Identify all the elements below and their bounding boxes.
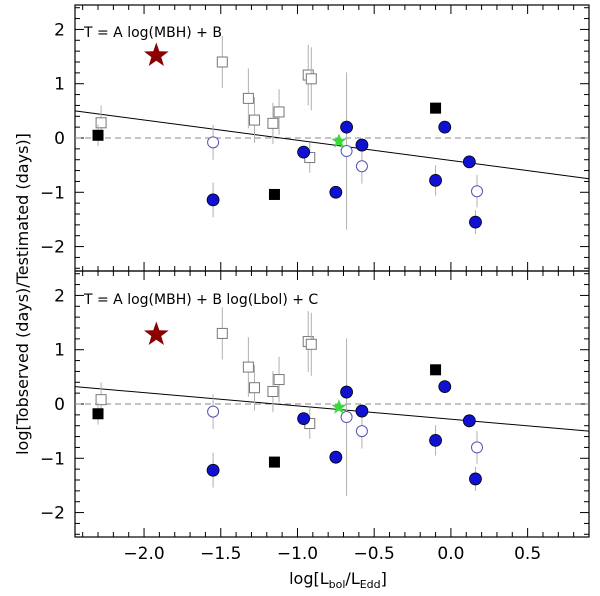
open-square-point bbox=[273, 106, 285, 118]
x-tick-label: −0.5 bbox=[354, 544, 395, 564]
y-tick-label: 1 bbox=[54, 75, 65, 95]
x-axis-label-mid: /L bbox=[345, 569, 359, 588]
x-tick-label: 0.0 bbox=[437, 544, 464, 564]
filled-circle-point bbox=[329, 185, 343, 199]
filled-circle-point bbox=[355, 404, 369, 418]
open-circle-point bbox=[207, 405, 220, 418]
open-circle-point bbox=[470, 441, 483, 454]
open-circle-point bbox=[355, 425, 368, 438]
bottom-panel: −2 −1 0 1 2 −2.0 −1.5 −1.0 −0.5 0.0 0.5 bbox=[40, 270, 590, 564]
filled-circle-point bbox=[297, 145, 311, 159]
filled-circle-point bbox=[340, 385, 353, 399]
x-tick-label: −1.5 bbox=[200, 544, 241, 564]
open-square-point bbox=[305, 338, 317, 350]
green-star-point bbox=[331, 133, 347, 148]
y-tick-label: −2 bbox=[40, 238, 65, 258]
open-circle-point bbox=[470, 185, 483, 198]
x-axis-label-suffix: ] bbox=[381, 569, 387, 588]
x-tick-label: −2.0 bbox=[123, 544, 164, 564]
x-tick-label: 0.5 bbox=[514, 544, 541, 564]
filled-circle-point bbox=[438, 380, 452, 394]
x-tick-label: −1.0 bbox=[277, 544, 318, 564]
y-tick-label: 1 bbox=[54, 341, 65, 361]
y-tick-label: −1 bbox=[40, 183, 65, 203]
y-tick-label: 0 bbox=[54, 129, 65, 149]
y-tick-label: −2 bbox=[40, 504, 65, 524]
open-square-point bbox=[242, 361, 254, 373]
green-star-point bbox=[331, 399, 347, 414]
filled-square-point bbox=[92, 408, 104, 420]
filled-square-point bbox=[430, 102, 442, 114]
y-axis-label: log[Tobserved (days)/Testimated (days)] bbox=[13, 133, 32, 455]
fit-line bbox=[74, 110, 590, 180]
x-axis-label-prefix: log[L bbox=[289, 569, 329, 588]
filled-circle-point bbox=[462, 414, 476, 428]
top-panel: −2 −1 0 1 2 bbox=[40, 4, 590, 272]
y-tick-label: 2 bbox=[54, 20, 65, 40]
fit-line bbox=[74, 386, 590, 432]
bottom-panel-title: T = A log(MBH) + B log(Lbol) + C bbox=[83, 292, 318, 308]
filled-circle-point bbox=[206, 193, 220, 207]
x-axis-label-sub2: Edd bbox=[360, 578, 381, 591]
filled-circle-point bbox=[438, 120, 452, 134]
open-square-point bbox=[305, 73, 317, 85]
filled-square-point bbox=[430, 364, 442, 376]
open-square-point bbox=[242, 92, 254, 104]
filled-square-point bbox=[268, 456, 280, 468]
top-panel-title: T = A log(MBH) + B bbox=[83, 25, 222, 41]
y-tick-label: −1 bbox=[40, 449, 65, 469]
filled-circle-point bbox=[340, 120, 353, 134]
open-square-point bbox=[267, 386, 279, 398]
open-square-point bbox=[216, 56, 228, 68]
open-square-point bbox=[249, 114, 261, 126]
red-star-point bbox=[143, 42, 169, 66]
open-square-point bbox=[267, 117, 279, 129]
open-circle-point bbox=[340, 411, 353, 424]
y-tick-label: 2 bbox=[54, 286, 65, 306]
open-square-point bbox=[249, 382, 261, 394]
open-circle-point bbox=[207, 136, 220, 149]
open-circle-point bbox=[340, 145, 353, 158]
plot-frame bbox=[74, 270, 590, 538]
filled-circle-point bbox=[297, 412, 311, 426]
filled-circle-point bbox=[469, 472, 482, 486]
filled-circle-point bbox=[429, 433, 442, 447]
plot-frame bbox=[74, 4, 590, 272]
filled-circle-point bbox=[329, 450, 343, 464]
filled-circle-point bbox=[469, 215, 482, 229]
filled-circle-point bbox=[355, 138, 369, 152]
open-square-point bbox=[95, 394, 107, 406]
filled-square-point bbox=[92, 129, 104, 141]
filled-circle-point bbox=[462, 155, 476, 169]
open-square-point bbox=[273, 374, 285, 386]
filled-square-point bbox=[268, 188, 280, 200]
filled-circle-point bbox=[206, 463, 220, 477]
filled-circle-point bbox=[429, 173, 442, 187]
open-square-point bbox=[95, 117, 107, 129]
y-tick-label: 0 bbox=[54, 395, 65, 415]
red-star-point bbox=[143, 321, 169, 346]
open-square-point bbox=[216, 327, 228, 339]
x-axis-label-sub1: bol bbox=[329, 578, 346, 591]
open-circle-point bbox=[355, 160, 368, 173]
x-axis-label: log[Lbol/LEdd] bbox=[289, 569, 387, 591]
